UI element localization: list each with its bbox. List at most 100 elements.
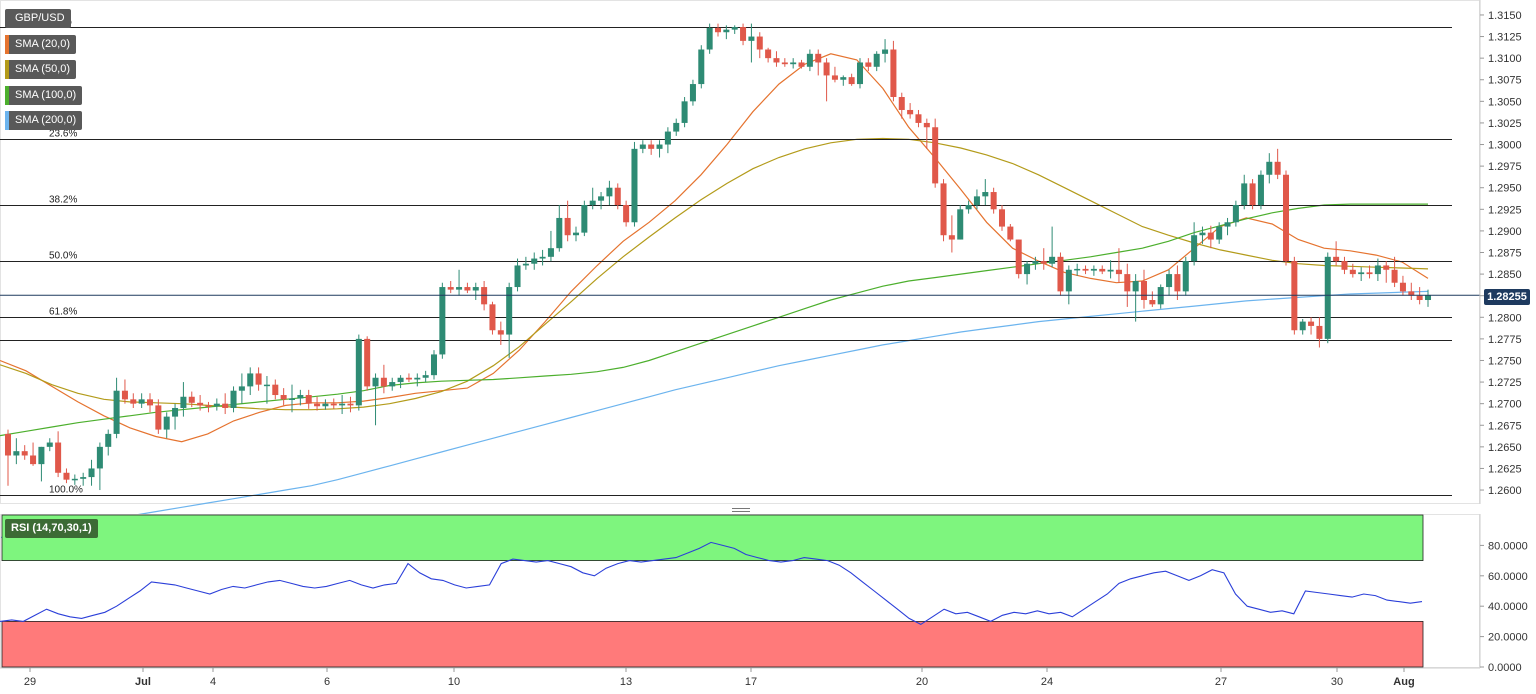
candle-up [957,209,964,240]
candle-down [1366,272,1373,275]
candle-up [80,477,87,479]
price-tick-label: 1.2775 [1488,334,1522,346]
candle-down [330,403,337,406]
candle-up [639,144,646,149]
candle-up [389,382,396,387]
rsi-line [0,541,1423,626]
price-frame [0,0,1480,504]
candle-up [1374,265,1381,275]
legend-sma-50[interactable]: SMA (50,0) [5,60,77,79]
price-tick-label: 1.2925 [1488,204,1522,216]
candle-down [765,49,772,59]
candle-up [213,403,220,407]
candle-up [263,384,270,387]
candle-up [372,377,379,387]
candle-up [681,101,688,123]
price-axis[interactable]: 1.3150 1.3125 1.3100 1.3075 1.3050 1.3025 1.30… [1479,0,1522,504]
candle-down [1082,268,1089,271]
rsi-label[interactable]: RSI (14,70,30,1) [5,519,98,538]
candle-down [614,187,621,205]
price-tick-label: 1.2800 [1488,312,1522,324]
candle-up [1241,183,1248,205]
sma-lines [0,53,1429,539]
candle-down [280,395,287,400]
candle-up [790,62,797,65]
pane-resize-handle[interactable] [732,508,750,514]
candle-down [1249,183,1256,205]
legend-sma-100[interactable]: SMA (100,0) [5,86,83,105]
candle-up [238,386,245,391]
candle-down [205,405,212,407]
candle-up [664,131,671,145]
candle-down [4,433,12,456]
candle-up [230,390,237,408]
price-tick-label: 1.2750 [1488,355,1522,367]
price-tick-label: 1.3150 [1488,10,1522,22]
time-tick-label: 13 [620,676,632,688]
candle-up [322,403,329,407]
candle-up [38,446,45,465]
candle-up [247,373,254,387]
candle-down [489,304,496,331]
candle-up [1232,204,1239,223]
time-tick-label: Aug [1393,676,1414,688]
candle-up [288,398,296,400]
candle-up [806,53,813,67]
price-tick-label: 1.2675 [1488,420,1522,432]
time-axis[interactable]: 29 Jul 4 6 10 13 17 20 24 27 30 Aug [0,667,1480,688]
candle-down [188,396,195,403]
price-tick-label: 1.2850 [1488,269,1522,281]
candle-up [1424,295,1432,301]
legend-sma-200[interactable]: SMA (200,0) [5,111,83,130]
rsi-tick-label: 40.0000 [1488,601,1528,613]
candle-up [456,287,463,290]
candle-up [589,200,596,205]
price-tick-label: 1.2725 [1488,377,1522,389]
sma-line [0,53,1429,443]
candle-up [698,49,705,85]
candle-down [447,287,454,290]
candle-down [305,395,312,404]
candle-up [88,468,95,478]
rsi-tick-label: 0.0000 [1488,662,1522,674]
candle-up [1107,269,1114,272]
candle-down [197,402,204,406]
candle-up [1358,272,1365,275]
time-tick-label: 10 [448,676,460,688]
current-price-badge: 1.28255 [1484,289,1530,305]
candle-down [146,399,154,406]
candle-down [405,377,412,380]
candle-down [1274,161,1281,175]
fib-label: 50.0% [49,251,77,262]
candle-down [865,62,872,67]
candle-up [965,204,972,210]
candle-up [105,433,112,447]
candle-down [1408,291,1415,296]
candle-down [121,390,128,400]
candle-up [355,338,362,406]
rsi-tick-label: 20.0000 [1488,632,1528,644]
candle-down [756,36,763,50]
symbol-label[interactable]: GBP/USD [5,9,71,28]
candle-up [882,49,889,54]
time-tick-label: 6 [324,676,330,688]
rsi-overbought-zone [1,514,1424,561]
candle-down [1007,226,1014,240]
candle-down [63,472,70,480]
candle-up [71,478,78,481]
candle-up [706,27,713,50]
legend-sma-20[interactable]: SMA (20,0) [5,35,77,54]
candle-down [648,144,655,149]
candle-down [1040,261,1047,264]
time-tick-label: 24 [1041,676,1053,688]
price-tick-label: 1.2975 [1488,161,1522,173]
candle-up [1216,226,1223,240]
candle-down [932,127,939,184]
candle-up [1324,256,1331,339]
candle-up [13,451,20,456]
candle-down [347,403,354,406]
price-tick-label: 1.2650 [1488,442,1522,454]
candle-down [907,109,914,115]
candle-up [1132,281,1139,292]
